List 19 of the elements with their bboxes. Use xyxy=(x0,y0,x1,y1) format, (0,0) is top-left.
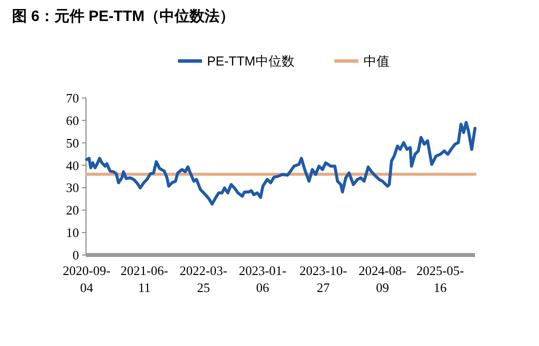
line-series xyxy=(85,120,476,206)
y-tick-label: 60 xyxy=(66,112,79,128)
y-tick-label: 10 xyxy=(66,225,79,240)
x-tick-label: 2025-05- 16 xyxy=(416,263,464,295)
legend-label: 中值 xyxy=(363,54,390,68)
x-tick-label: 2024-08- 09 xyxy=(358,263,406,295)
y-tick-label: 70 xyxy=(66,90,79,106)
x-tick-label: 2023-10- 27 xyxy=(299,263,348,295)
y-tick-label: 50 xyxy=(66,135,79,150)
y-tick-label: 30 xyxy=(66,180,79,196)
x-tick-label: 2023-01- 06 xyxy=(238,263,287,295)
x-tick-label: 2021-06- 11 xyxy=(120,263,168,295)
chart-title: 图 6：元件 PE-TTM（中位数法） xyxy=(12,8,235,25)
y-tick-label: 40 xyxy=(66,158,79,173)
x-tick-label: 2020-09- 04 xyxy=(62,263,110,295)
legend-label: PE-TTM中位数 xyxy=(207,54,294,68)
y-tick-label: 20 xyxy=(66,202,79,218)
y-tick-label: 0 xyxy=(72,248,79,262)
x-tick-label: 2022-03- 25 xyxy=(180,263,228,295)
